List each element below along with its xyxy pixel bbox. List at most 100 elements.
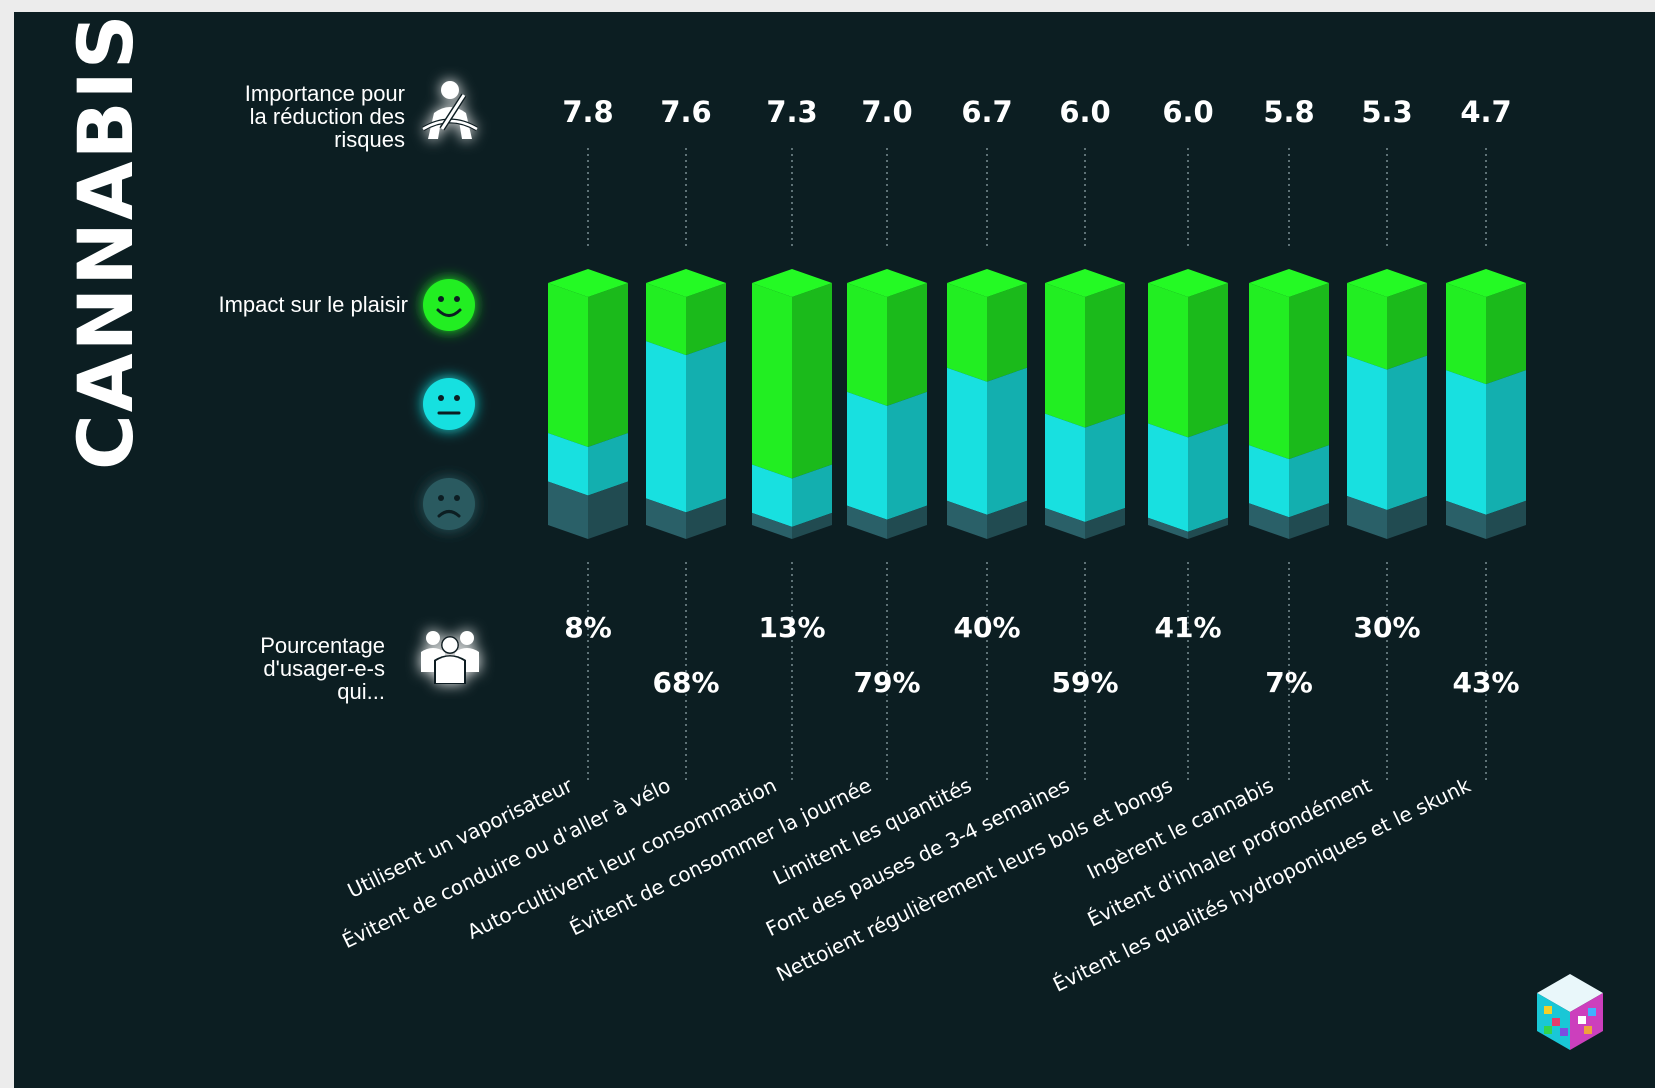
user-percentage-label: 40%: [953, 611, 1020, 644]
importance-score: 6.0: [1059, 95, 1110, 129]
impact-row-label: Impact sur le plaisir: [218, 292, 408, 317]
bar-segment-neutral: [646, 341, 686, 513]
user-percentage-label: 41%: [1154, 611, 1221, 644]
bar-segment-neutral: [1347, 355, 1387, 510]
bar-cap: [548, 269, 628, 297]
user-percentage-label: 68%: [652, 666, 719, 699]
infographic-panel: [14, 12, 1655, 1088]
bar-segment-neutral-side: [1387, 355, 1427, 510]
importance-row-label: Importance pour la réduction des risques: [244, 81, 405, 152]
smiley-neutral-icon: [423, 378, 475, 430]
bar-segment-neutral-side: [1085, 413, 1125, 523]
bar-segment-positive: [947, 283, 987, 382]
bar-segment-positive-side: [686, 283, 726, 356]
bar-segment-positive-side: [1486, 283, 1526, 385]
user-percentage-label: 43%: [1452, 666, 1519, 699]
user-percentage-label: 7%: [1265, 666, 1313, 699]
bar-segment-negative: [646, 498, 686, 539]
bar-segment-neutral: [1249, 445, 1289, 518]
bar-segment-positive: [1045, 283, 1085, 428]
bar-segment-negative: [1347, 495, 1387, 539]
bar-segment-negative: [1446, 500, 1486, 539]
bar-segment-positive-side: [1387, 283, 1427, 370]
user-percentage-label: 59%: [1051, 666, 1118, 699]
bar-segment-positive: [1347, 283, 1387, 370]
bar-segment-neutral-side: [887, 391, 927, 520]
bar-cap: [1045, 269, 1125, 297]
bar-segment-negative: [1249, 503, 1289, 539]
bar-segment-neutral-side: [686, 341, 726, 513]
user-percentage-label: 30%: [1353, 611, 1420, 644]
importance-score: 7.3: [766, 95, 817, 129]
bar-cap: [1446, 269, 1526, 297]
smiley-happy-icon: [423, 279, 475, 331]
bar-segment-negative: [1045, 508, 1085, 539]
bar-segment-neutral: [1148, 423, 1188, 532]
importance-score: 5.8: [1263, 95, 1314, 129]
chart-marks: 7.88%Utilisent un vaporisateur7.668%Évit…: [338, 95, 1526, 997]
percentage-row-label: Pourcentage d'usager-e-s qui...: [260, 633, 385, 704]
user-percentage-label: 13%: [758, 611, 825, 644]
smiley-sad-icon: [423, 478, 475, 530]
bar-segment-neutral-side: [792, 464, 832, 527]
bar-segment-negative-side: [887, 505, 927, 539]
bar-segment-neutral-side: [1188, 423, 1228, 532]
bar-segment-negative: [1148, 517, 1188, 539]
importance-score: 7.8: [562, 95, 613, 129]
bar-segment-neutral-side: [987, 367, 1027, 515]
bar-segment-positive-side: [588, 283, 628, 448]
bar-cap: [847, 269, 927, 297]
bar-segment-negative: [947, 500, 987, 539]
bar-segment-positive: [1148, 283, 1188, 438]
bar-segment-negative-side: [588, 481, 628, 539]
bar-segment-positive-side: [887, 283, 927, 406]
bar-cap: [947, 269, 1027, 297]
importance-score: 6.7: [961, 95, 1012, 129]
bar-segment-neutral: [1446, 370, 1486, 515]
bar-segment-negative: [548, 481, 588, 539]
bar-segment-negative-side: [1289, 503, 1329, 539]
user-percentage-label: 79%: [853, 666, 920, 699]
bar-segment-positive: [1249, 283, 1289, 460]
user-percentage-label: 8%: [564, 611, 612, 644]
bar-segment-negative-side: [792, 512, 832, 539]
bar-segment-positive: [847, 283, 887, 406]
bar-segment-neutral: [1045, 413, 1085, 523]
bar-segment-neutral: [847, 391, 887, 520]
importance-score: 4.7: [1460, 95, 1511, 129]
bar-segment-neutral-side: [1486, 370, 1526, 515]
bar-segment-positive: [1446, 283, 1486, 385]
bar-segment-positive: [752, 283, 792, 479]
bar-cap: [1249, 269, 1329, 297]
bar-cap: [1148, 269, 1228, 297]
bar-segment-positive: [646, 283, 686, 356]
importance-score: 6.0: [1162, 95, 1213, 129]
bar-segment-negative-side: [987, 500, 1027, 539]
bar-segment-neutral-side: [588, 433, 628, 496]
bar-segment-neutral: [752, 464, 792, 527]
bar-segment-negative: [752, 512, 792, 539]
bar-segment-positive-side: [987, 283, 1027, 382]
bar-segment-positive: [548, 283, 588, 448]
bar-cap: [646, 269, 726, 297]
bar-segment-positive-side: [1188, 283, 1228, 438]
seatbelt-icon: [421, 81, 479, 139]
importance-score: 7.6: [660, 95, 711, 129]
bar-segment-negative-side: [1387, 495, 1427, 539]
bar-segment-positive-side: [1289, 283, 1329, 460]
bar-segment-negative-side: [1188, 517, 1228, 539]
bar-segment-positive-side: [1085, 283, 1125, 428]
colored-cube-logo: [1537, 974, 1603, 1050]
bar-segment-positive-side: [792, 283, 832, 479]
bar-cap: [1347, 269, 1427, 297]
bar-segment-negative-side: [1486, 500, 1526, 539]
bar-segment-negative-side: [1085, 508, 1125, 539]
bar-cap: [752, 269, 832, 297]
bar-segment-neutral: [947, 367, 987, 515]
bar-segment-neutral-side: [1289, 445, 1329, 518]
bar-segment-negative: [847, 505, 887, 539]
bar-segment-negative-side: [686, 498, 726, 539]
importance-score: 7.0: [861, 95, 912, 129]
